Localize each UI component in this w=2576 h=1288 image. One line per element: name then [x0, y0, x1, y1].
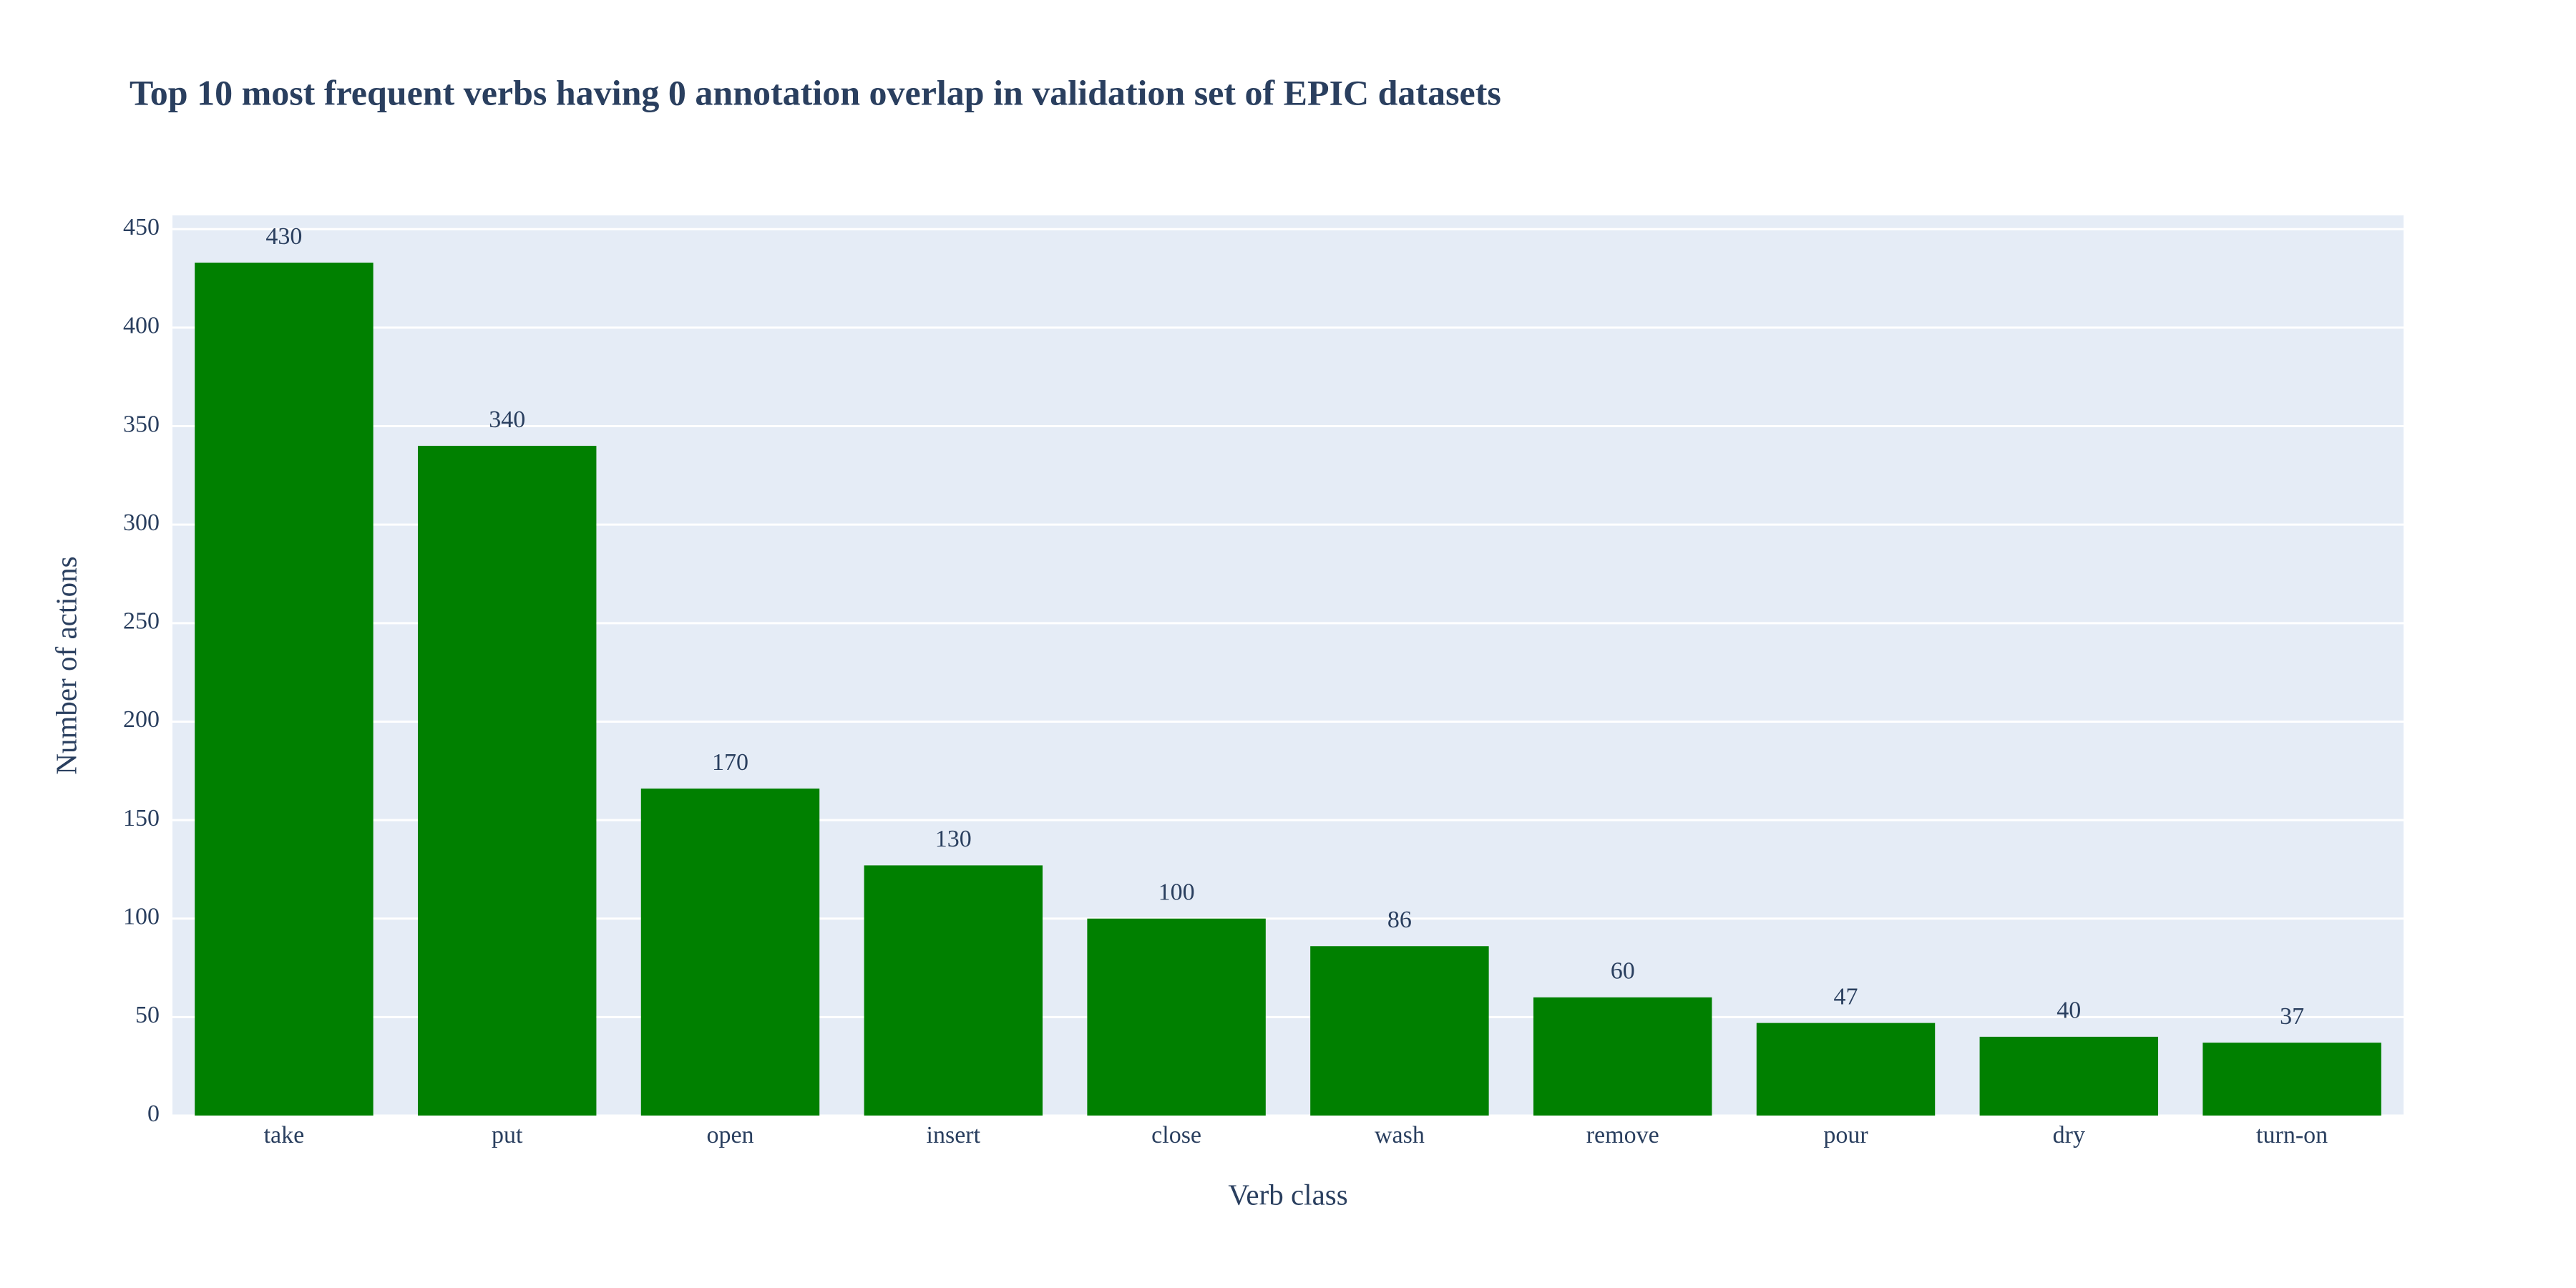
y-tick-label: 250: [123, 608, 160, 635]
x-tick-label: dry: [2053, 1122, 2085, 1148]
bar: [1087, 918, 1266, 1116]
data-label: 100: [1158, 879, 1195, 906]
bar: [1756, 1023, 1936, 1116]
bar: [640, 789, 820, 1116]
chart-title: Top 10 most frequent verbs having 0 anno…: [130, 72, 1501, 112]
x-tick-label: insert: [927, 1122, 981, 1148]
x-tick-label: turn-on: [2256, 1122, 2328, 1148]
y-tick-label: 400: [123, 313, 160, 339]
x-axis-title: Verb class: [1228, 1178, 1347, 1211]
y-tick-label: 150: [123, 805, 160, 831]
x-tick-label: pour: [1823, 1122, 1868, 1148]
bar: [417, 446, 597, 1116]
data-label: 40: [2057, 997, 2081, 1024]
data-label: 37: [2280, 1003, 2304, 1030]
bar: [2202, 1043, 2381, 1116]
x-tick-label: wash: [1375, 1122, 1425, 1148]
data-label: 430: [265, 223, 302, 250]
data-label: 47: [1834, 983, 1858, 1010]
x-tick-label: put: [492, 1122, 523, 1148]
y-axis-title: Number of actions: [49, 556, 82, 774]
x-tick-label: open: [706, 1122, 753, 1148]
data-label: 170: [712, 749, 748, 776]
y-tick-label: 0: [147, 1101, 160, 1127]
y-tick-label: 450: [123, 214, 160, 240]
y-tick-label: 50: [135, 1002, 160, 1028]
bar: [1310, 946, 1489, 1116]
x-tick-label: remove: [1586, 1122, 1659, 1148]
y-tick-label: 100: [123, 904, 160, 930]
data-label: 60: [1611, 958, 1635, 985]
y-tick-label: 200: [123, 706, 160, 733]
bar: [864, 865, 1043, 1116]
x-tick-label: close: [1151, 1122, 1201, 1148]
x-tick-label: take: [264, 1122, 305, 1148]
data-label: 130: [935, 826, 972, 852]
bar: [1979, 1036, 2159, 1116]
data-label: 340: [489, 406, 525, 433]
y-tick-label: 350: [123, 411, 160, 437]
bar: [195, 263, 374, 1116]
y-tick-label: 300: [123, 509, 160, 536]
data-label: 86: [1387, 907, 1412, 933]
bar: [1533, 997, 1712, 1116]
